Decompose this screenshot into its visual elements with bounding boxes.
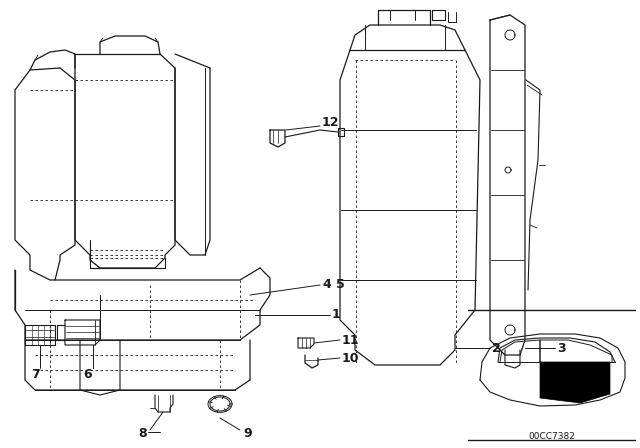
Text: 2: 2: [492, 341, 500, 354]
Text: 12: 12: [322, 116, 339, 129]
Text: 6: 6: [84, 367, 92, 380]
Text: 10: 10: [342, 352, 360, 365]
Text: 8: 8: [138, 426, 147, 439]
Text: 00CC7382: 00CC7382: [529, 431, 575, 440]
Text: 5: 5: [336, 279, 345, 292]
Text: 4: 4: [322, 279, 331, 292]
Text: 7: 7: [31, 367, 40, 380]
Text: 11: 11: [342, 333, 360, 346]
Polygon shape: [540, 362, 610, 403]
Text: 1: 1: [332, 309, 340, 322]
Text: 9: 9: [243, 426, 252, 439]
Text: 3: 3: [557, 341, 566, 354]
